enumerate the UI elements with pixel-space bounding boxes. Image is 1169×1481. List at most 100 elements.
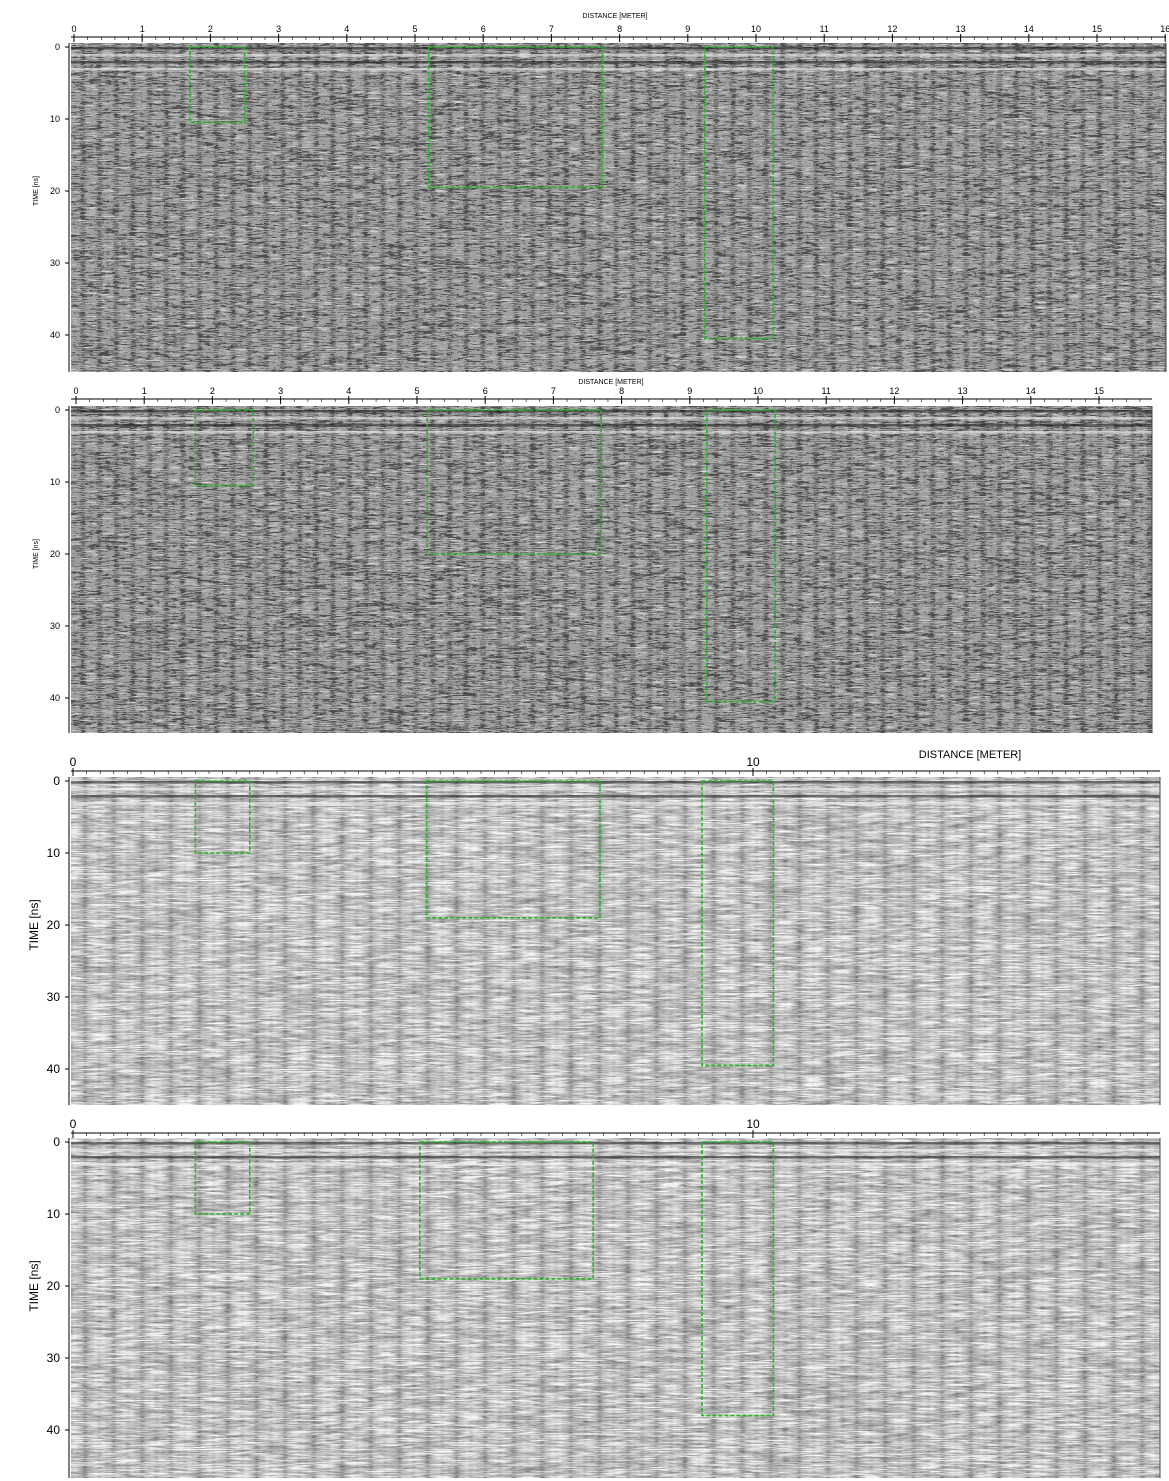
y-tick-label: 10 (50, 477, 60, 487)
y-axis-title: TIME [ns] (33, 539, 40, 569)
y-axis-title: TIME [ns] (27, 1260, 41, 1311)
y-tick-label: 20 (47, 1279, 61, 1293)
direct-wave-band (71, 54, 1166, 57)
y-tick-label: 40 (50, 330, 60, 340)
direct-wave-band (71, 410, 1152, 413)
y-tick-label: 0 (55, 405, 60, 415)
y-tick-label: 30 (50, 258, 60, 268)
radargram-image (71, 43, 1166, 372)
y-tick-label: 30 (50, 621, 60, 631)
y-tick-label: 10 (50, 114, 60, 124)
x-tick-label: 1 (140, 24, 145, 34)
x-tick-label: 14 (1026, 386, 1036, 396)
direct-wave-band (71, 47, 1166, 50)
x-tick-label: 2 (208, 24, 213, 34)
y-tick-label: 0 (53, 774, 60, 788)
annotation-box-a (194, 780, 251, 854)
x-tick-label: 11 (822, 386, 831, 396)
annotation-box-b (425, 780, 601, 919)
direct-wave-band (71, 68, 1166, 71)
x-axis-title: DISTANCE [METER] (919, 749, 1021, 761)
radargram-image (71, 406, 1152, 733)
direct-wave-band (71, 1163, 1160, 1166)
x-axis-title: DISTANCE [METER] (578, 379, 643, 386)
panel-p3: 0 10 DISTANCE [METER] 0 10 20 30 40 TIME [ns] (27, 749, 1161, 1105)
x-tick-label: 10 (753, 386, 763, 396)
annotation-box-c (704, 46, 774, 340)
panel-p4: 0 10 0 10 20 30 40 TIME [ns] (27, 1117, 1161, 1478)
annotation-box-b (427, 46, 604, 189)
x-tick-label: 7 (549, 24, 554, 34)
x-tick-label: 10 (746, 1117, 760, 1131)
annotation-box-a (189, 46, 246, 124)
direct-wave-band (71, 431, 1152, 434)
direct-wave-band (71, 802, 1160, 805)
x-tick-label: 13 (956, 24, 966, 34)
radargram-image (71, 1138, 1160, 1478)
direct-wave-band (71, 1149, 1160, 1152)
x-tick-label: 13 (958, 386, 968, 396)
direct-wave-band (71, 1142, 1160, 1145)
direct-wave-band (71, 1156, 1160, 1159)
x-tick-label: 7 (551, 386, 556, 396)
y-tick-label: 40 (47, 1423, 61, 1437)
x-tick-label: 16 (1160, 24, 1169, 34)
direct-wave-band (71, 795, 1160, 798)
x-tick-label: 4 (344, 24, 349, 34)
y-axis-title: TIME [ns] (27, 899, 41, 950)
y-tick-label: 20 (47, 918, 61, 932)
x-tick-label: 15 (1092, 24, 1102, 34)
x-tick-label: 5 (414, 386, 419, 396)
annotation-box-c (701, 1141, 775, 1417)
x-tick-label: 9 (685, 24, 690, 34)
radargram-image (71, 777, 1160, 1105)
x-tick-label: 10 (746, 755, 760, 769)
y-axis-title: TIME [ns] (33, 176, 40, 206)
x-tick-label: 1 (142, 386, 147, 396)
x-tick-label: 0 (73, 386, 78, 396)
x-tick-label: 12 (887, 24, 897, 34)
x-tick-label: 8 (617, 24, 622, 34)
y-tick-label: 40 (47, 1062, 61, 1076)
x-tick-label: 5 (412, 24, 417, 34)
annotation-box-c (706, 409, 776, 703)
x-tick-label: 14 (1024, 24, 1034, 34)
x-tick-label: 15 (1094, 386, 1104, 396)
x-tick-label: 6 (481, 24, 486, 34)
y-tick-label: 0 (53, 1135, 60, 1149)
x-tick-label: 4 (346, 386, 351, 396)
x-tick-label: 11 (820, 24, 829, 34)
direct-wave-band (71, 417, 1152, 420)
x-tick-label: 10 (751, 24, 761, 34)
x-tick-label: 9 (687, 386, 692, 396)
y-tick-label: 30 (47, 1351, 61, 1365)
annotation-box-a (194, 409, 255, 487)
y-tick-label: 30 (47, 990, 61, 1004)
direct-wave-band (71, 781, 1160, 784)
x-tick-label: 0 (71, 24, 76, 34)
x-tick-label: 6 (483, 386, 488, 396)
x-axis-title: DISTANCE [METER] (582, 13, 647, 20)
x-tick-label: 0 (70, 755, 77, 769)
annotation-box-a (194, 1141, 251, 1215)
y-tick-label: 20 (50, 549, 60, 559)
x-tick-label: 2 (210, 386, 215, 396)
direct-wave-band (71, 61, 1166, 64)
y-tick-label: 40 (50, 693, 60, 703)
y-tick-label: 0 (55, 42, 60, 52)
x-tick-label: 3 (278, 386, 283, 396)
y-tick-label: 10 (47, 1207, 61, 1221)
annotation-box-b (426, 409, 602, 555)
annotation-box-c (701, 780, 775, 1067)
direct-wave-band (71, 788, 1160, 791)
y-tick-label: 20 (50, 186, 60, 196)
x-tick-label: 8 (619, 386, 624, 396)
annotation-box-b (418, 1141, 594, 1280)
x-tick-label: 0 (70, 1117, 77, 1131)
direct-wave-band (71, 424, 1152, 427)
y-tick-label: 10 (47, 846, 61, 860)
x-tick-label: 12 (889, 386, 899, 396)
